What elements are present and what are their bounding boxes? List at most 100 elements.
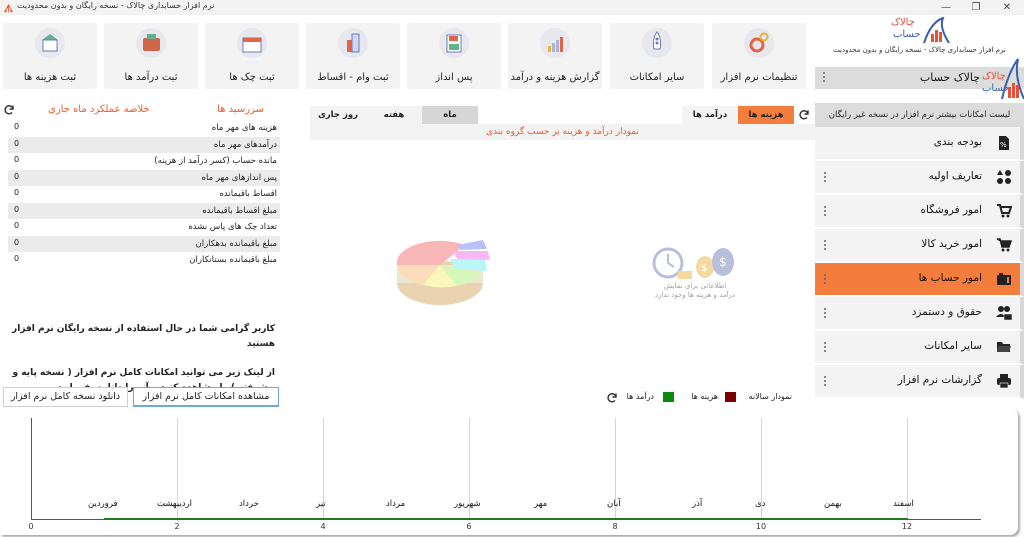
- sidebar-item-definitions[interactable]: تعاریف اولیه: [815, 161, 1024, 195]
- sidebar-item-other-features[interactable]: سایر امکانات: [815, 331, 1024, 365]
- title-bar: نرم افزار حسابداری چالاک - نسخه رایگان و…: [0, 0, 1024, 15]
- month-label: آبان: [607, 499, 621, 509]
- printer-icon: [997, 374, 1011, 389]
- svg-text:چالاک: چالاک: [982, 71, 1006, 82]
- annual-chart-legend: نمودار سالانه هزینه ها درآمد ها: [600, 391, 810, 405]
- summary-row: اقساط باقیمانده 0: [14, 188, 277, 199]
- month-label: مهر: [534, 499, 548, 509]
- brand-logo: چالاک حساب: [815, 15, 1024, 47]
- legend-expense-label: هزینه ها: [691, 392, 718, 401]
- tile-loans-installments[interactable]: ثبت وام - اقساط: [306, 23, 400, 89]
- download-full-version-button[interactable]: دانلود نسخه کامل نرم افزار: [3, 387, 128, 407]
- minimize-button[interactable]: —: [941, 2, 951, 13]
- tile-checks[interactable]: ثبت چک ها: [205, 23, 299, 89]
- svg-text:%: %: [1000, 141, 1007, 149]
- kebab-icon[interactable]: [822, 205, 828, 219]
- wallet-book-icon: [997, 273, 1011, 285]
- legend-expense-swatch: [725, 392, 736, 402]
- view-full-features-button[interactable]: مشاهده امکانات کامل نرم افزار: [133, 387, 279, 407]
- monthly-summary-panel: سررسید ها خلاصه عملکرد ماه جاری هزینه ها…: [0, 100, 280, 270]
- x-tick: 12: [901, 522, 913, 531]
- brand-subtitle: نرم افزار حسابداری چالاک - نسخه رایگان و…: [833, 46, 1006, 54]
- summary-row: مبلغ باقیمانده بدهکاران 0: [8, 235, 280, 252]
- tile-settings[interactable]: تنظیمات نرم افزار: [712, 23, 806, 89]
- sidebar-item-store[interactable]: امور فروشگاه: [815, 195, 1024, 229]
- annual-chart: 0 2 4 6 8 10 12 فروردین اردیبهشت خرداد ت…: [0, 408, 1018, 535]
- kebab-icon[interactable]: [822, 171, 828, 185]
- pie-chart-title: نمودار درآمد و هزینه بر حسب گروه بندی: [310, 124, 815, 140]
- tab-due-dates[interactable]: سررسید ها: [217, 104, 264, 115]
- tab-today[interactable]: روز جاری: [310, 106, 366, 124]
- cart-icon: [997, 204, 1012, 218]
- month-label: مرداد: [386, 499, 406, 509]
- summary-row: درآمدهای مهر ماه 0: [8, 136, 280, 153]
- month-label: فروردین: [88, 499, 118, 509]
- cart-full-icon: [996, 238, 1012, 252]
- month-label: تیر: [316, 499, 326, 509]
- shapes-icon: [997, 170, 1011, 184]
- logo-chart-icon: [923, 17, 950, 44]
- folder-expenses-icon: [35, 28, 65, 58]
- gears-icon: [744, 28, 774, 58]
- svg-text:$: $: [719, 255, 727, 269]
- summary-row: پس اندازهای مهر ماه 0: [8, 169, 280, 186]
- refresh-icon[interactable]: [606, 392, 618, 404]
- legend-title: نمودار سالانه: [748, 392, 792, 401]
- tab-week[interactable]: هفته: [366, 106, 422, 124]
- app-logo-icon: [3, 3, 14, 13]
- premium-notice: لیست امکانات بیشتر نرم افزار در نسخه غیر…: [815, 103, 1024, 127]
- main-toolbar: تنظیمات نرم افزار سایر امکانات گزارش هزی…: [0, 15, 815, 95]
- summary-row: مبلغ اقساط باقیمانده 0: [8, 202, 280, 219]
- tab-month[interactable]: ماه: [422, 106, 478, 124]
- gridline: [761, 418, 762, 520]
- calendar-check-icon: [237, 28, 267, 58]
- close-button[interactable]: ✕: [1002, 2, 1012, 13]
- tile-savings[interactable]: پس انداز: [407, 23, 501, 89]
- brand-name: چالاک حساب: [919, 71, 980, 84]
- buildings-loan-icon: [338, 28, 368, 58]
- kebab-icon[interactable]: [822, 273, 828, 287]
- month-label: شهریور: [454, 499, 481, 509]
- month-label: دی: [755, 499, 766, 509]
- x-tick: 6: [466, 522, 472, 531]
- users-money-icon: [996, 306, 1012, 321]
- refresh-icon[interactable]: [798, 109, 810, 121]
- maximize-button[interactable]: ❐: [971, 2, 981, 13]
- month-label: آذر: [692, 499, 703, 509]
- x-tick: 8: [612, 522, 618, 531]
- tab-incomes[interactable]: درآمد ها: [682, 106, 738, 124]
- kebab-icon[interactable]: [822, 375, 828, 389]
- no-data-illustration: $ $: [652, 247, 734, 279]
- summary-row: مبلغ باقیمانده بستانکاران 0: [14, 254, 277, 265]
- kebab-icon[interactable]: [822, 239, 828, 253]
- income-series-line: [104, 518, 908, 520]
- bar-chart-report-icon: [540, 28, 570, 58]
- tile-other-features[interactable]: سایر امکانات: [610, 23, 704, 89]
- gridline: [469, 418, 470, 520]
- month-label: اسفند: [893, 499, 914, 509]
- kebab-icon[interactable]: [822, 307, 828, 321]
- sidebar-item-payroll[interactable]: حقوق و دستمزد: [815, 297, 1024, 331]
- placeholder-pie-chart: [396, 240, 490, 305]
- kebab-icon[interactable]: [822, 341, 828, 355]
- no-data-message: اطلاعاتی برای نمایش درآمد و هزینه ها وجو…: [654, 282, 736, 299]
- sidebar-item-purchasing[interactable]: امور خرید کالا: [815, 229, 1024, 263]
- sidebar-item-accounts[interactable]: امور حساب ها: [815, 263, 1024, 297]
- tab-monthly-summary[interactable]: خلاصه عملکرد ماه جاری: [48, 104, 150, 115]
- budget-percent-icon: %: [999, 136, 1009, 150]
- tile-register-income[interactable]: ثبت درآمد ها: [104, 23, 198, 89]
- x-tick: 4: [320, 522, 326, 531]
- tile-register-expenses[interactable]: ثبت هزینه ها: [3, 23, 97, 89]
- tab-expenses[interactable]: هزینه ها: [738, 106, 794, 124]
- brand-menu-kebab-icon[interactable]: [821, 71, 827, 85]
- sidebar: چالاک حساب نرم افزار حسابداری چالاک - نس…: [815, 15, 1024, 400]
- x-tick: 2: [174, 522, 180, 531]
- tile-income-expense-report[interactable]: گزارش هزینه و درآمد: [508, 23, 602, 89]
- sidebar-item-reports[interactable]: گزارشات نرم افزار: [815, 365, 1024, 399]
- summary-row: هزینه های مهر ماه 0: [14, 122, 277, 133]
- gridline: [323, 418, 324, 520]
- sidebar-item-budgeting[interactable]: % بودجه بندی: [815, 127, 1024, 161]
- refresh-icon[interactable]: [3, 104, 15, 116]
- month-label: اردیبهشت: [157, 499, 193, 509]
